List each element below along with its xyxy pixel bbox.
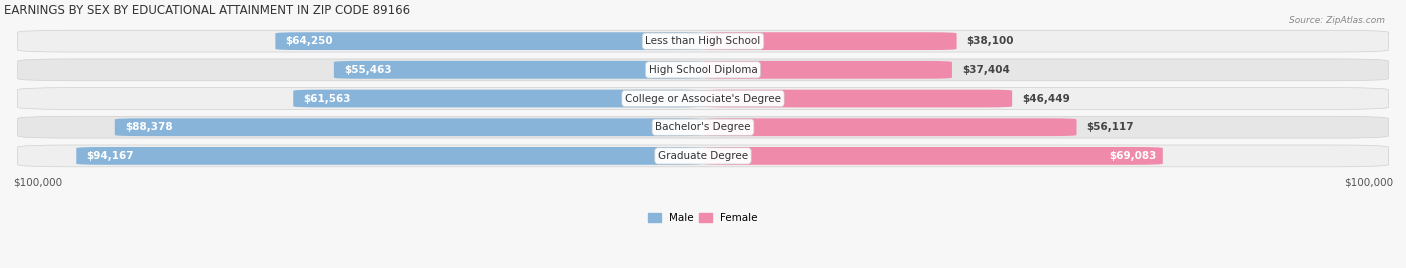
FancyBboxPatch shape <box>703 90 1012 107</box>
Text: Bachelor's Degree: Bachelor's Degree <box>655 122 751 132</box>
FancyBboxPatch shape <box>17 88 1389 109</box>
Text: EARNINGS BY SEX BY EDUCATIONAL ATTAINMENT IN ZIP CODE 89166: EARNINGS BY SEX BY EDUCATIONAL ATTAINMEN… <box>4 4 411 17</box>
Text: $94,167: $94,167 <box>86 151 134 161</box>
Text: College or Associate's Degree: College or Associate's Degree <box>626 94 780 103</box>
FancyBboxPatch shape <box>17 59 1389 81</box>
Text: $46,449: $46,449 <box>1022 94 1070 103</box>
FancyBboxPatch shape <box>276 32 703 50</box>
FancyBboxPatch shape <box>703 147 1163 165</box>
Text: $55,463: $55,463 <box>344 65 391 75</box>
FancyBboxPatch shape <box>333 61 703 79</box>
Text: $38,100: $38,100 <box>966 36 1014 46</box>
Text: $61,563: $61,563 <box>304 94 350 103</box>
FancyBboxPatch shape <box>115 118 703 136</box>
Text: Source: ZipAtlas.com: Source: ZipAtlas.com <box>1289 16 1385 25</box>
Text: Less than High School: Less than High School <box>645 36 761 46</box>
Text: Graduate Degree: Graduate Degree <box>658 151 748 161</box>
FancyBboxPatch shape <box>17 145 1389 167</box>
FancyBboxPatch shape <box>703 32 956 50</box>
Text: $37,404: $37,404 <box>962 65 1010 75</box>
FancyBboxPatch shape <box>703 118 1077 136</box>
Text: $69,083: $69,083 <box>1109 151 1156 161</box>
FancyBboxPatch shape <box>17 30 1389 52</box>
Text: $56,117: $56,117 <box>1087 122 1135 132</box>
FancyBboxPatch shape <box>17 116 1389 138</box>
Legend: Male, Female: Male, Female <box>644 209 762 227</box>
FancyBboxPatch shape <box>294 90 703 107</box>
Text: $64,250: $64,250 <box>285 36 333 46</box>
FancyBboxPatch shape <box>76 147 703 165</box>
FancyBboxPatch shape <box>703 61 952 79</box>
Text: $88,378: $88,378 <box>125 122 173 132</box>
Text: High School Diploma: High School Diploma <box>648 65 758 75</box>
